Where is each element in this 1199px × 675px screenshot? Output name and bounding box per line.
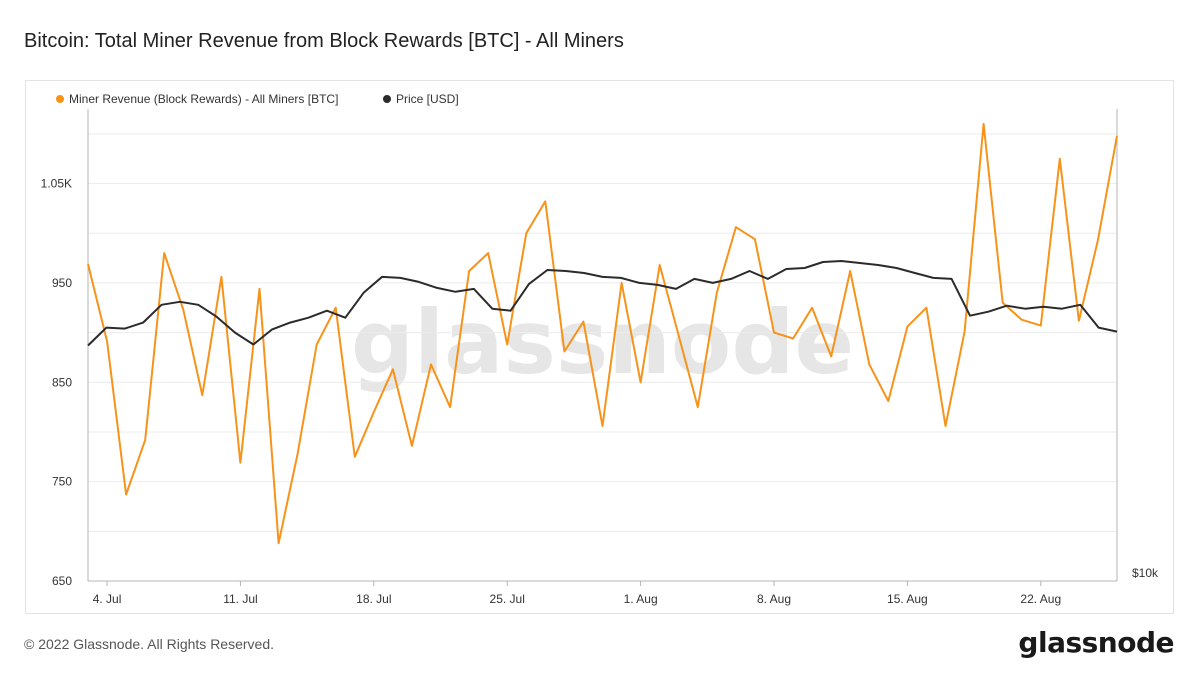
y-tick-label: 650	[52, 574, 72, 588]
y-tick-label: 950	[52, 276, 72, 290]
watermark-text: glassnode	[351, 291, 854, 394]
y-tick-label: 1.05K	[41, 177, 72, 191]
x-tick-label: 11. Jul	[223, 592, 257, 606]
legend-revenue-label: Miner Revenue (Block Rewards) - All Mine…	[69, 92, 338, 106]
x-tick-label: 18. Jul	[356, 592, 391, 606]
y-tick-label: 850	[52, 375, 72, 389]
chart-title: Bitcoin: Total Miner Revenue from Block …	[24, 30, 624, 52]
x-tick-label: 25. Jul	[490, 592, 525, 606]
x-tick-label: 22. Aug	[1020, 592, 1061, 606]
line-chart: glassnode 650 750 850 950 1.05K $10k 4. Jul 11. …	[41, 92, 1159, 606]
miner-revenue-line	[87, 122, 1118, 545]
x-tick-label: 1. Aug	[624, 592, 658, 606]
x-tick-label: 8. Aug	[757, 592, 791, 606]
y-tick-label: 750	[52, 475, 72, 489]
legend-revenue-dot	[56, 95, 64, 103]
x-tick-label: 15. Aug	[887, 592, 928, 606]
y-right-tick-label: $10k	[1132, 566, 1159, 580]
copyright-footer: © 2022 Glassnode. All Rights Reserved.	[24, 636, 275, 652]
chart-panel: glassnode 650 750 850 950 1.05K $10k 4. Jul 11. …	[25, 80, 1174, 614]
legend-price-dot	[383, 95, 391, 103]
legend-price-label: Price [USD]	[396, 92, 459, 106]
glassnode-logo: glassnode	[1018, 626, 1174, 659]
price-line	[87, 260, 1118, 347]
x-tick-label: 4. Jul	[93, 592, 122, 606]
